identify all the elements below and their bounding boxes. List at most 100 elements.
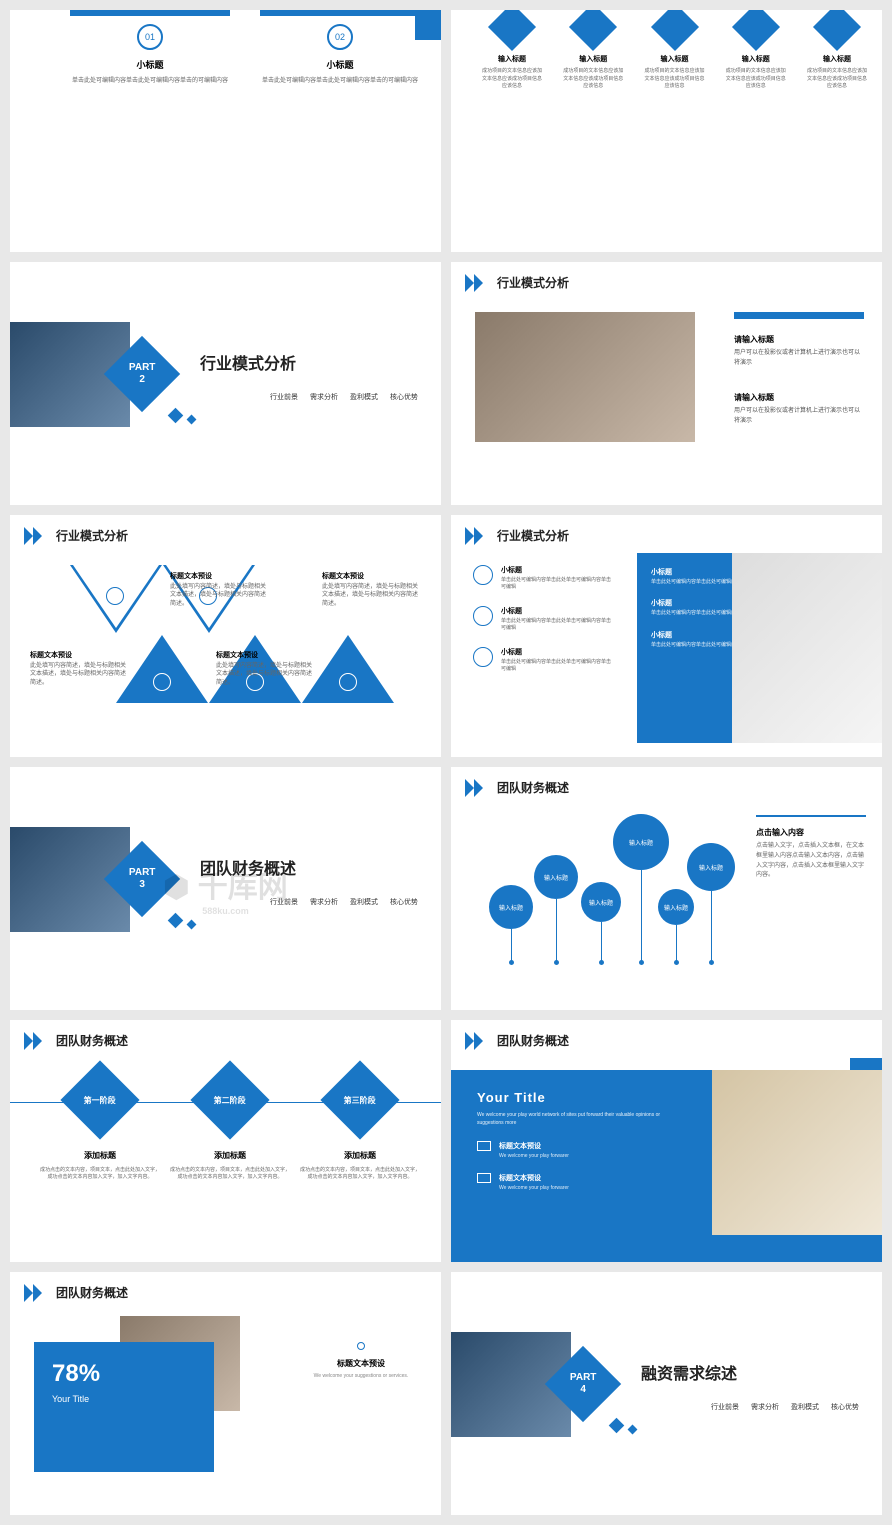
block-desc: 用户可以在投影仪或者计算机上进行演示也可以将演示: [734, 349, 864, 368]
s2-lbl: 输入标题: [644, 54, 706, 64]
s1-num-1: 01: [137, 24, 163, 50]
s4-block-2: 请输入标题用户可以在投影仪或者计算机上进行演示也可以将演示: [734, 392, 864, 426]
chevron-icon: [465, 527, 489, 545]
text-desc: 点击输入文字，点击插入文本框，在文本框里输入内容点击输入文本内容，点击输入文字内…: [756, 842, 866, 880]
box-icon: [477, 1173, 491, 1183]
phase-label: 第一阶段: [84, 1094, 116, 1105]
phase-label: 第三阶段: [344, 1094, 376, 1105]
item-desc: 单击此处可编辑内容单击此处单击可编辑内容单击可编辑: [501, 577, 613, 592]
s2-item-4: 输入标题成功项目的文本信息应该加文本信息应该成功项目信息应该信息: [725, 10, 787, 91]
item-desc: 单击此处可编辑内容单击此处单击可编辑内容单击可编辑: [501, 618, 613, 633]
s2-row: 输入标题成功项目的文本信息应该加文本信息应该成功项目信息应该信息 输入标题成功项…: [481, 10, 868, 91]
diamond-icon: [732, 10, 780, 51]
item-title: 小标题: [501, 647, 613, 657]
s2-txt: 成功项目的文本信息应该加文本信息应该成功项目信息应该信息: [725, 68, 787, 91]
thumbs-up-photo: [475, 312, 695, 442]
phase-label: 第二阶段: [214, 1094, 246, 1105]
list-item: 小标题单击此处可编辑内容单击此处单击可编辑内容单击可编辑: [473, 647, 613, 674]
small-diamond-icon: [609, 1418, 625, 1434]
item-title: 小标题: [501, 565, 613, 575]
s2-txt: 成功项目的文本信息应该加文本信息应该成功项目信息应该信息: [644, 68, 706, 91]
part-title: 行业模式分析: [200, 350, 296, 374]
diamond-icon: [650, 10, 698, 51]
circle-icon: [473, 606, 493, 626]
slide-title: 团队财务概述: [56, 1032, 128, 1049]
phase-3: 第三阶段添加标题成功点击的文本内容，项目文本，点击此处加入文字，成功点击的文本内…: [300, 1072, 420, 1182]
chevron-icon: [24, 527, 48, 545]
block-desc: 用户可以在投影仪或者计算机上进行演示也可以将演示: [734, 407, 864, 426]
percent-value: 78%: [52, 1360, 196, 1388]
list-item: 标题文本预设We welcome your play forwarer: [477, 1141, 667, 1159]
small-diamond-icon: [168, 408, 184, 424]
accent-bar: [756, 815, 866, 817]
s2-item-5: 输入标题成功项目的文本信息应该加文本信息应该成功项目信息应该信息: [806, 10, 868, 91]
part-subs: 行业前景 需求分析 盈利模式 核心优势: [270, 897, 418, 907]
small-diamond-icon: [628, 1425, 638, 1435]
s2-item-2: 输入标题成功项目的文本信息应该加文本信息应该成功项目信息应该信息: [562, 10, 624, 91]
text-desc: 此处填写内容简述，填处与标题相关文本描述，填处与标题相关内容简述简述。: [216, 662, 316, 687]
text-desc: We welcome your suggestions or services.: [301, 1373, 421, 1379]
slide-2: 输入标题成功项目的文本信息应该加文本信息应该成功项目信息应该信息 输入标题成功项…: [451, 10, 882, 252]
s5-text-4: 标题文本预设此处填写内容简述，填处与标题相关文本描述，填处与标题相关内容简述简述…: [322, 571, 422, 608]
your-title: Your Title: [477, 1090, 667, 1105]
chevron-icon: [24, 1284, 48, 1302]
bubble: 输入标题: [613, 814, 669, 870]
phase-diamond: 第二阶段: [190, 1060, 269, 1139]
list-item: 标题文本预设We welcome your play forwarer: [477, 1173, 667, 1191]
s2-txt: 成功项目的文本信息应该加文本信息应该成功项目信息应该信息: [562, 68, 624, 91]
bubble: 输入标题: [687, 843, 735, 891]
bubble: 输入标题: [658, 889, 694, 925]
percent-title: Your Title: [52, 1394, 196, 1404]
slide-8: 团队财务概述 输入标题输入标题输入标题输入标题输入标题输入标题 点击输入内容点击…: [451, 767, 882, 1009]
circle-icon: [473, 565, 493, 585]
sub-item: 核心优势: [390, 897, 418, 907]
slide-part4: PART 4 融资需求综述 行业前景 需求分析 盈利模式 核心优势: [451, 1272, 882, 1514]
corner-accent: [415, 10, 441, 40]
text-title: 点击输入内容: [756, 827, 866, 838]
text-desc: 此处填写内容简述，填处与标题相关文本描述，填处与标题相关内容简述简述。: [170, 583, 270, 608]
list-item: 小标题单击此处可编辑内容单击此处单击可编辑内容单击可编辑: [473, 606, 613, 633]
bubble: 输入标题: [489, 885, 533, 929]
part-number: PART 4: [570, 1372, 596, 1396]
circle-icon: [339, 673, 357, 691]
phase-title: 添加标题: [170, 1150, 290, 1161]
slide-title: 行业模式分析: [497, 527, 569, 544]
s1-col-1: 01 小标题 单击此处可编辑内容单击此处可编辑内容单击的可编辑内容: [70, 10, 230, 86]
part-number: PART 3: [129, 867, 155, 891]
diamond-icon: [488, 10, 536, 51]
s2-txt: 成功项目的文本信息应该加文本信息应该成功项目信息应该信息: [481, 68, 543, 91]
text-title: 标题文本预设: [170, 571, 270, 581]
chevron-icon: [465, 779, 489, 797]
slide-5: 行业模式分析 标题文本预设此处填写内容简述，填处与标题相关文本描述，填处与标题相…: [10, 515, 441, 757]
bubble: 输入标题: [534, 855, 578, 899]
sub-item: 需求分析: [310, 897, 338, 907]
writing-photo: [712, 1070, 882, 1235]
small-diamond-icon: [168, 913, 184, 929]
s2-lbl: 输入标题: [481, 54, 543, 64]
circle-icon: [473, 647, 493, 667]
part-subs: 行业前景 需求分析 盈利模式 核心优势: [270, 392, 418, 402]
s8-text: 点击输入内容点击输入文字，点击插入文本框，在文本框里输入内容点击输入文本内容，点…: [756, 827, 866, 880]
chevron-icon: [465, 1032, 489, 1050]
part-title: 团队财务概述: [200, 855, 296, 879]
item-title: 标题文本预设: [499, 1141, 569, 1151]
text-title: 标题文本预设: [30, 650, 130, 660]
phase-2: 第二阶段添加标题成功点击的文本内容，项目文本，点击此处加入文字，成功点击的文本内…: [170, 1072, 290, 1182]
item-desc: 单击此处可编辑内容单击此处单击可编辑内容单击可编辑: [501, 659, 613, 674]
phase-title: 添加标题: [300, 1150, 420, 1161]
s6-left-list: 小标题单击此处可编辑内容单击此处单击可编辑内容单击可编辑 小标题单击此处可编辑内…: [473, 565, 613, 688]
s1-sub-1: 小标题: [70, 58, 230, 71]
sub-item: 盈利模式: [350, 392, 378, 402]
text-desc: 此处填写内容简述，填处与标题相关文本描述，填处与标题相关内容简述简述。: [30, 662, 130, 687]
item-title: 小标题: [501, 606, 613, 616]
your-desc: We welcome your play world network of si…: [477, 1111, 667, 1127]
small-diamond-icon: [187, 415, 197, 425]
bubble: 输入标题: [581, 882, 621, 922]
slide-10: 团队财务概述 Your Title We welcome your play w…: [451, 1020, 882, 1262]
list-item: 小标题单击此处可编辑内容单击此处单击可编辑内容单击可编辑: [473, 565, 613, 592]
sub-item: 核心优势: [831, 1402, 859, 1412]
percent-box: 78% Your Title: [34, 1342, 214, 1472]
part-number: PART 2: [129, 362, 155, 386]
text-title: 标题文本预设: [301, 1358, 421, 1369]
s5-text-1: 标题文本预设此处填写内容简述，填处与标题相关文本描述，填处与标题相关内容简述简述…: [30, 650, 130, 687]
